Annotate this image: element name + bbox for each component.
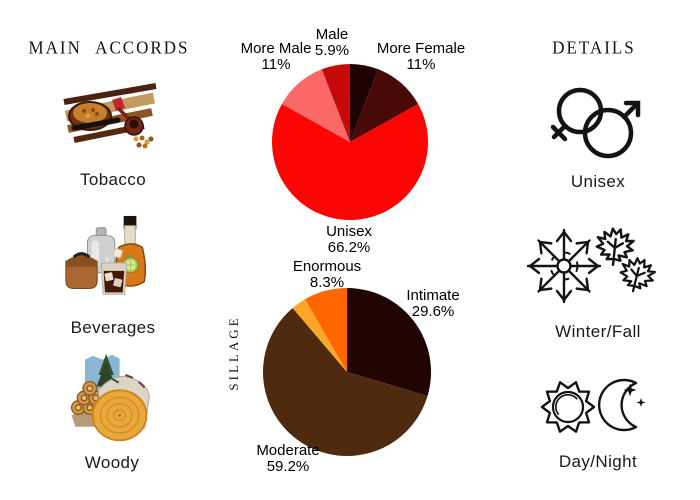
ring-center (118, 413, 122, 417)
snowflake-center (556, 258, 572, 274)
day-night-icon (540, 378, 646, 433)
woody-photo (70, 353, 150, 442)
pie-slice-male (321, 64, 350, 142)
male-symbol-arrow (621, 100, 641, 120)
knife (71, 117, 121, 131)
sillage-axis-label: SILLAGE (226, 315, 241, 391)
leather-pouch (65, 260, 98, 289)
winter-fall-icon (527, 226, 659, 304)
pie-slice-moderate (263, 307, 428, 456)
pie-slice-unlabeled (292, 299, 347, 372)
sparkle-star-small (636, 398, 646, 407)
sun-icon (540, 381, 596, 433)
sparkle-star-large (623, 383, 637, 397)
pie-slice-more-male (281, 69, 350, 142)
ice-cube (104, 272, 114, 282)
growth-rings (99, 396, 140, 434)
pie-slice-enormous (305, 288, 347, 372)
sun-face (551, 390, 585, 424)
details-header: DETAILS (552, 37, 636, 58)
splash-drop (105, 257, 109, 262)
moon-icon (598, 378, 638, 432)
pie-slice-more-female (350, 69, 419, 142)
accord-label-tobacco: Tobacco (79, 170, 147, 189)
tobacco-bit (95, 112, 99, 116)
sun-inner-arc (555, 394, 578, 416)
red-pipe-tool (112, 97, 125, 111)
pie-label-moderate: Moderate 59.2% (256, 442, 320, 475)
detail-label-day-night: Day/Night (558, 452, 638, 471)
pie-label-male: Male 5.9% (314, 26, 350, 59)
beverages-photo (65, 215, 147, 295)
spilled-tobacco (133, 135, 154, 149)
male-symbol-circle (582, 107, 634, 159)
pie-slice-unisex (272, 103, 428, 220)
female-symbol-cross (550, 123, 568, 142)
detail-label-winter-fall: Winter/Fall (555, 322, 641, 341)
accord-label-woody: Woody (84, 453, 140, 472)
snowflake-icon (527, 228, 602, 304)
pouch-flap (65, 255, 98, 267)
unisex-gender-icon (550, 87, 641, 159)
pie-label-unisex: Unisex 66.2% (326, 223, 372, 256)
pie-label-more-female: More Female 11% (376, 40, 466, 73)
maple-leaf-icon (615, 253, 659, 297)
ice-cube (113, 278, 123, 288)
pie-slice-intimate (347, 288, 431, 396)
ice-cube (112, 248, 123, 259)
lime-segments (125, 260, 136, 270)
pie-label-intimate: Intimate 29.6% (406, 287, 460, 320)
tobacco-bit (82, 109, 86, 113)
detail-label-unisex: Unisex (570, 172, 626, 191)
pie-slice-unlabeled (350, 64, 379, 142)
tobacco-leaves (73, 103, 107, 123)
sunglasses (72, 252, 91, 259)
tobacco-photo (63, 83, 157, 149)
gender-pie-chart (272, 64, 428, 220)
wood-stick (63, 83, 157, 105)
main-accords-header: MAIN ACCORDS (28, 37, 190, 58)
accord-label-beverages: Beverages (70, 318, 156, 337)
tobacco-bit (91, 108, 95, 112)
pipe-bowl-hole (129, 119, 139, 129)
tobacco-bit (86, 114, 90, 118)
bark-streaks (111, 374, 146, 389)
pie-label-more-male: More Male 11% (240, 40, 312, 73)
sillage-pie-chart (263, 288, 431, 456)
pie-label-enormous: Enormous 8.3% (292, 258, 362, 291)
